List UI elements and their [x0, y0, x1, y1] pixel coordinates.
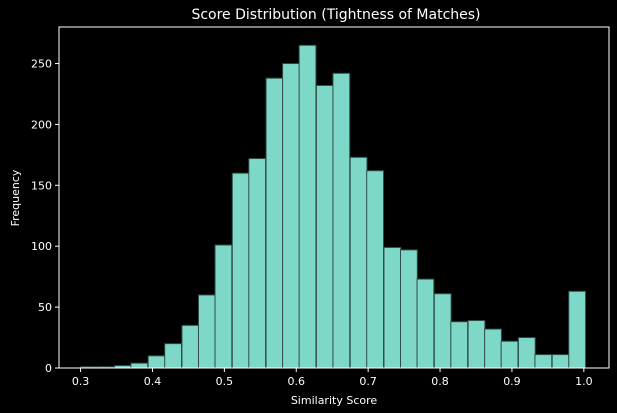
y-tick-label-0: 0: [45, 362, 52, 375]
histogram-bar-27: [534, 354, 553, 369]
histogram-bar-16: [349, 156, 368, 369]
y-axis-label: Frequency: [9, 169, 22, 226]
histogram-bar-15: [332, 72, 351, 369]
x-axis-label: Similarity Score: [291, 394, 378, 407]
histogram-bar-24: [484, 328, 502, 369]
histogram-bar-8: [214, 244, 233, 369]
histogram-bar-26: [517, 337, 536, 369]
histogram-bar-5: [164, 343, 183, 369]
plot-frame: [58, 26, 610, 369]
histogram-bar-18: [383, 246, 402, 369]
ticks-group: 0.3 0.4 0.5 0.6 0.7 0.8 0.9 1.0 0 50 100 150 200 250: [31, 58, 593, 388]
x-tick-label-6: 0.9: [503, 375, 521, 388]
y-tick-label-3: 150: [31, 179, 52, 192]
bars-group: [80, 44, 587, 369]
histogram-bar-14: [315, 84, 334, 369]
x-tick-label-1: 0.4: [144, 375, 162, 388]
histogram-bar-28: [551, 354, 570, 369]
x-tick-label-3: 0.6: [288, 375, 306, 388]
x-tick-label-5: 0.8: [431, 375, 449, 388]
x-tick-label-2: 0.5: [216, 375, 234, 388]
histogram-bar-7: [197, 294, 216, 369]
x-tick-label-0: 0.3: [72, 375, 90, 388]
histogram-bar-25: [500, 340, 519, 369]
y-tick-label-1: 50: [38, 301, 52, 314]
histogram-bar-21: [433, 293, 452, 369]
histogram-bar-23: [467, 320, 486, 369]
histogram-bar-29: [568, 290, 587, 369]
x-tick-label-4: 0.7: [359, 375, 377, 388]
histogram-bar-6: [181, 324, 200, 369]
histogram-bar-19: [400, 249, 418, 369]
chart-title: Score Distribution (Tightness of Matches…: [191, 7, 480, 23]
x-tick-label-7: 1.0: [575, 375, 593, 388]
histogram-bar-12: [282, 63, 300, 369]
histogram-bar-10: [248, 158, 267, 369]
histogram-bar-17: [366, 170, 385, 369]
histogram-bar-11: [265, 77, 284, 369]
histogram-bar-3: [130, 362, 149, 369]
y-tick-label-2: 100: [31, 240, 52, 253]
histogram-bar-9: [231, 172, 250, 369]
histogram-bar-13: [298, 44, 317, 369]
histogram-bar-4: [147, 355, 166, 369]
histogram-bar-20: [416, 278, 435, 369]
histogram-bar-22: [450, 321, 469, 369]
y-tick-label-4: 200: [31, 118, 52, 131]
y-tick-label-5: 250: [31, 58, 52, 71]
